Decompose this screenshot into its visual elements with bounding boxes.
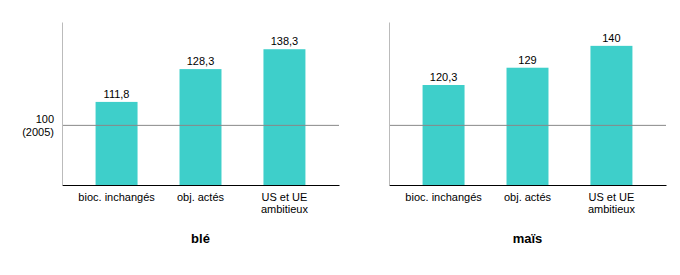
data-label: 140 [602, 32, 620, 44]
x-tick-label: bioc. inchangés [78, 191, 155, 203]
x-axis-line [390, 185, 667, 186]
x-tick-label: US et UEambitieux [588, 191, 636, 216]
panel: bioc. inchangés obj. actés US et UEambitie… [22, 23, 339, 247]
x-tick: bioc. inchangés [78, 191, 155, 203]
text-line: 100 [36, 113, 54, 125]
marks [389, 46, 666, 185]
data-label: 128,3 [187, 55, 215, 67]
y-axis [62, 23, 63, 186]
x-axis: bioc. inchangés obj. actés US et UEambitie… [63, 186, 340, 216]
x-tick-label: bioc. inchangés [405, 191, 482, 203]
x-tick-label: obj. actés [504, 191, 552, 203]
group-label: maïs [513, 231, 543, 246]
text-line: obj. actés [177, 191, 225, 203]
data-label: 120,3 [430, 71, 458, 83]
y-axis [389, 23, 390, 186]
bar [263, 49, 305, 185]
panel: bioc. inchangés obj. actés US et UEambitie… [389, 23, 667, 247]
y-axis-line [62, 23, 63, 186]
text-line: obj. actés [504, 191, 552, 203]
data-labels: 111,8 128,3 138,3 [104, 35, 299, 100]
x-tick: obj. actés [504, 191, 552, 203]
x-tick: US et UEambitieux [261, 191, 309, 216]
data-label: 138,3 [271, 35, 299, 47]
group-label: blé [191, 231, 210, 246]
text-line: US et UE [262, 191, 308, 203]
bar [180, 69, 222, 185]
x-tick: bioc. inchangés [405, 191, 482, 203]
x-tick-label: US et UEambitieux [261, 191, 309, 216]
baseline-label: 100(2005) [22, 113, 54, 138]
data-label: 129 [518, 54, 536, 66]
data-label: 111,8 [104, 88, 130, 100]
baseline [62, 125, 339, 126]
text-line: US et UE [589, 191, 635, 203]
marks [62, 49, 339, 185]
bar [507, 68, 549, 185]
baseline [389, 125, 666, 126]
x-tick: US et UEambitieux [588, 191, 636, 216]
data-labels: 120,3 129 140 [430, 32, 621, 83]
bar [423, 85, 465, 185]
x-tick: obj. actés [177, 191, 225, 203]
bar [590, 46, 632, 185]
text-line: bioc. inchangés [405, 191, 482, 203]
x-axis-line [63, 185, 340, 186]
y-axis-line [389, 23, 390, 186]
x-axis: bioc. inchangés obj. actés US et UEambitie… [390, 186, 667, 216]
text-line: (2005) [22, 126, 54, 138]
bar [96, 102, 138, 185]
x-tick-label: obj. actés [177, 191, 225, 203]
text-line: ambitieux [588, 203, 636, 215]
text-line: ambitieux [261, 203, 309, 215]
text-line: bioc. inchangés [78, 191, 155, 203]
chart: bioc. inchangésobj. actésUS et UEambitie… [0, 0, 680, 275]
